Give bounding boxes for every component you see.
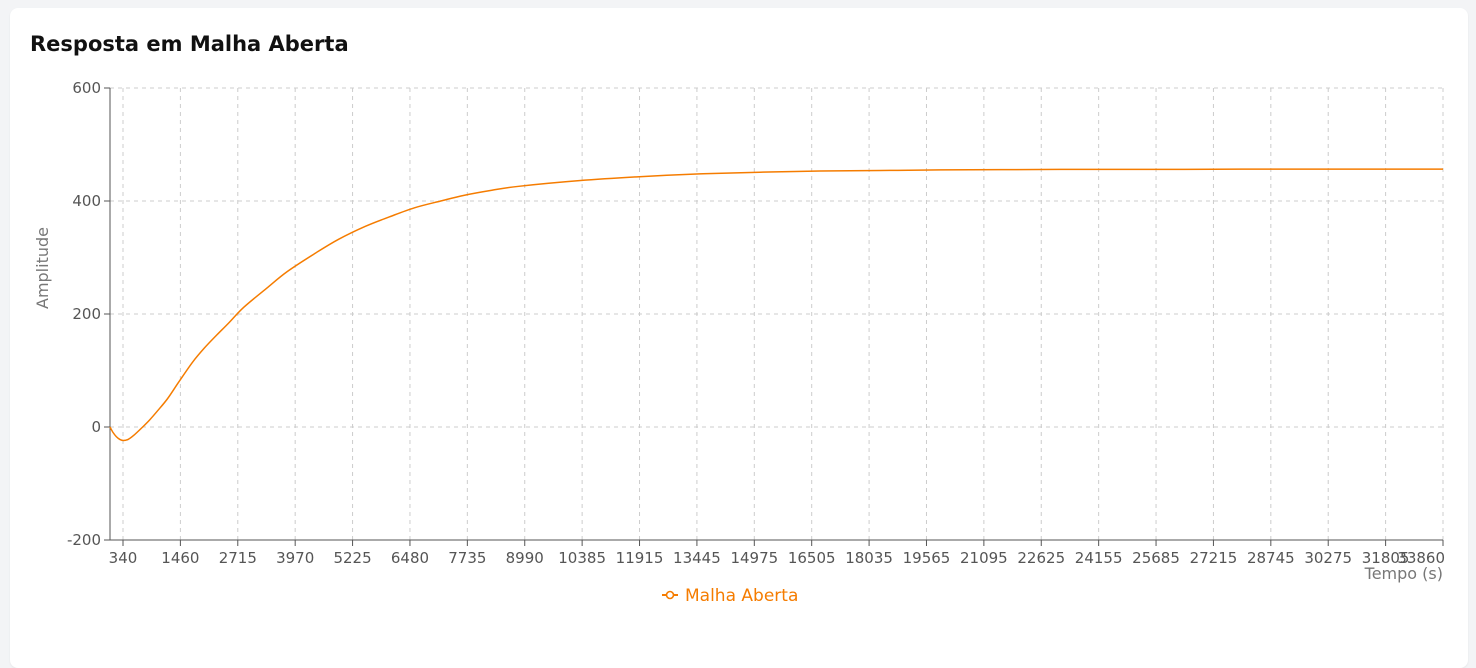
line-chart: -200 0 200 400 600 340 1460 2715 3970 5225 6480 77… — [33, 79, 1445, 606]
y-tick-label: 400 — [72, 192, 101, 210]
y-tick-label: 200 — [72, 305, 101, 323]
chart-card: Resposta em Malha Aberta -200 0 200 400 600 … — [10, 8, 1468, 668]
legend-marker-icon — [665, 590, 675, 600]
x-tick-label: 30275 — [1304, 549, 1352, 567]
legend-label: Malha Aberta — [685, 586, 798, 606]
y-tick-label: 600 — [72, 79, 101, 97]
y-tick-label: 0 — [91, 418, 101, 436]
series-line-0 — [109, 168, 1443, 442]
x-tick-label: 1460 — [161, 549, 199, 567]
x-tick-label: 27215 — [1190, 549, 1238, 567]
chart-grid — [110, 87, 1444, 540]
x-tick-label: 22625 — [1017, 549, 1065, 567]
x-tick-label: 5225 — [333, 549, 371, 567]
chart-series — [109, 168, 1443, 442]
x-tick-label: 25685 — [1132, 549, 1180, 567]
x-tick-label: 16505 — [788, 549, 836, 567]
y-tick-label: -200 — [67, 531, 101, 549]
x-tick-label: 8990 — [506, 549, 544, 567]
x-tick-label: 18035 — [845, 549, 893, 567]
x-tick-label: 33860 — [1397, 549, 1445, 567]
x-tick-label: 340 — [109, 549, 138, 567]
chart-card-title: Resposta em Malha Aberta — [30, 32, 349, 56]
x-tick-label: 10385 — [558, 549, 606, 567]
x-tick-label: 13445 — [673, 549, 721, 567]
x-tick-label: 11915 — [616, 549, 664, 567]
x-tick-label: 28745 — [1247, 549, 1295, 567]
y-axis-title: Amplitude — [33, 227, 52, 309]
x-tick-label: 24155 — [1075, 549, 1123, 567]
x-tick-label: 14975 — [730, 549, 778, 567]
x-tick-label: 19565 — [903, 549, 951, 567]
x-tick-label: 7735 — [448, 549, 486, 567]
x-tick-labels: 340 1460 2715 3970 5225 6480 7735 8990 10385 1191… — [109, 549, 1445, 567]
x-axis-title: Tempo (s) — [1364, 564, 1443, 583]
y-tick-labels: -200 0 200 400 600 — [67, 79, 101, 549]
chart-axes — [104, 87, 1444, 546]
x-tick-label: 3970 — [276, 549, 314, 567]
x-tick-label: 21095 — [960, 549, 1008, 567]
x-tick-label: 2715 — [219, 549, 257, 567]
x-tick-label: 6480 — [391, 549, 429, 567]
chart-legend[interactable]: Malha Aberta — [662, 586, 798, 606]
x-tick-label: 31805 — [1362, 549, 1410, 567]
